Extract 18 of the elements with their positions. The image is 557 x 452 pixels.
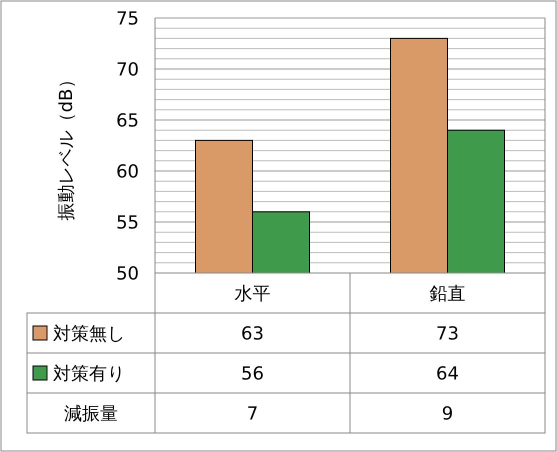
y-tick-label: 75 [116, 8, 139, 30]
data-label: 56 [241, 363, 264, 384]
legend-label: 対策無し [53, 323, 125, 344]
data-label: 64 [436, 363, 459, 384]
text: 減振量 [64, 403, 118, 424]
data-label: 63 [241, 323, 264, 344]
x-tick-label: 水平 [234, 283, 270, 304]
text: 9 [442, 403, 454, 424]
x-tick-label: 鉛直 [430, 283, 466, 304]
text: 7 [246, 403, 258, 424]
y-tick-label: 55 [116, 212, 139, 234]
y-axis-title: 振動レベル（dB） [56, 70, 77, 220]
data-label: 73 [436, 323, 459, 344]
y-tick-label: 60 [116, 161, 139, 182]
y-tick-label: 65 [116, 110, 139, 132]
y-tick-label: 50 [116, 263, 139, 284]
y-tick-label: 70 [116, 59, 139, 80]
legend-label: 対策有り [53, 363, 125, 384]
